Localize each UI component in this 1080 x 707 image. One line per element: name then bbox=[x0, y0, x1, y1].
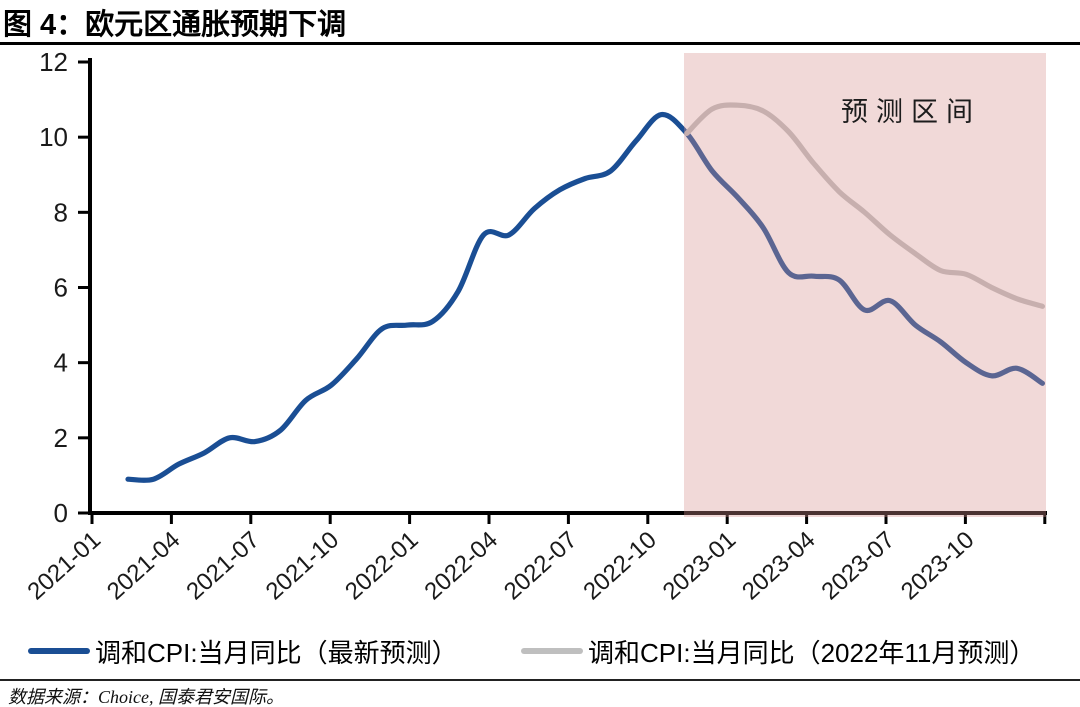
actual-line-swatch-icon bbox=[28, 647, 90, 655]
nov2022-forecast-line-swatch-icon bbox=[521, 647, 583, 655]
x-tick-label: 2023-04 bbox=[737, 526, 821, 605]
forecast-band bbox=[684, 53, 1046, 517]
series-line-actual bbox=[125, 111, 1045, 483]
y-tick-label: 2 bbox=[54, 423, 68, 453]
x-tick-labels: 2021-012021-042021-072021-102022-012022-… bbox=[22, 513, 1047, 605]
x-tick-label: 2023-07 bbox=[816, 526, 900, 605]
figure-title: 图 4：欧元区通胀预期下调 bbox=[3, 9, 347, 41]
legend-label-nov2022-forecast: 调和CPI:当月同比（2022年11月预测） bbox=[588, 637, 1036, 668]
y-tick-labels: 0 2 4 6 8 10 12 bbox=[39, 47, 92, 528]
title-rule bbox=[0, 42, 1080, 45]
y-tick-label: 0 bbox=[54, 498, 68, 528]
y-tick-label: 4 bbox=[54, 348, 68, 378]
series bbox=[125, 102, 1045, 483]
data-source-note: 数据来源：Choice, 国泰君安国际。 bbox=[8, 687, 284, 707]
legend-item-nov2022-forecast: 调和CPI:当月同比（2022年11月预测） bbox=[521, 633, 1035, 669]
x-tick-label: 2022-01 bbox=[340, 526, 424, 605]
x-tick-label: 2022-04 bbox=[419, 526, 503, 605]
legend-label-actual: 调和CPI:当月同比（最新预测） bbox=[95, 637, 458, 668]
y-tick-label: 10 bbox=[39, 122, 68, 152]
footer-rule bbox=[0, 679, 1080, 681]
x-tick-label: 2022-10 bbox=[578, 526, 662, 605]
x-tick-label: 2021-01 bbox=[22, 526, 106, 605]
x-tick-label: 2021-07 bbox=[181, 526, 265, 605]
legend-item-actual: 调和CPI:当月同比（最新预测） bbox=[28, 633, 458, 669]
x-tick-label: 2021-10 bbox=[261, 526, 345, 605]
y-tick-label: 8 bbox=[54, 197, 68, 227]
y-tick-label: 12 bbox=[39, 47, 68, 77]
x-tick-label: 2021-04 bbox=[102, 526, 186, 605]
series-line-forecast-nov2022 bbox=[684, 102, 1045, 309]
x-tick-label: 2023-10 bbox=[896, 526, 980, 605]
x-tick-label: 2022-07 bbox=[499, 526, 583, 605]
forecast-band-label: 预测区间 bbox=[841, 97, 981, 127]
x-tick-label: 2023-01 bbox=[658, 526, 742, 605]
inflation-line-chart: 0246810122021-012021-042021-072021-10202… bbox=[22, 47, 1047, 605]
y-tick-label: 6 bbox=[54, 273, 68, 303]
